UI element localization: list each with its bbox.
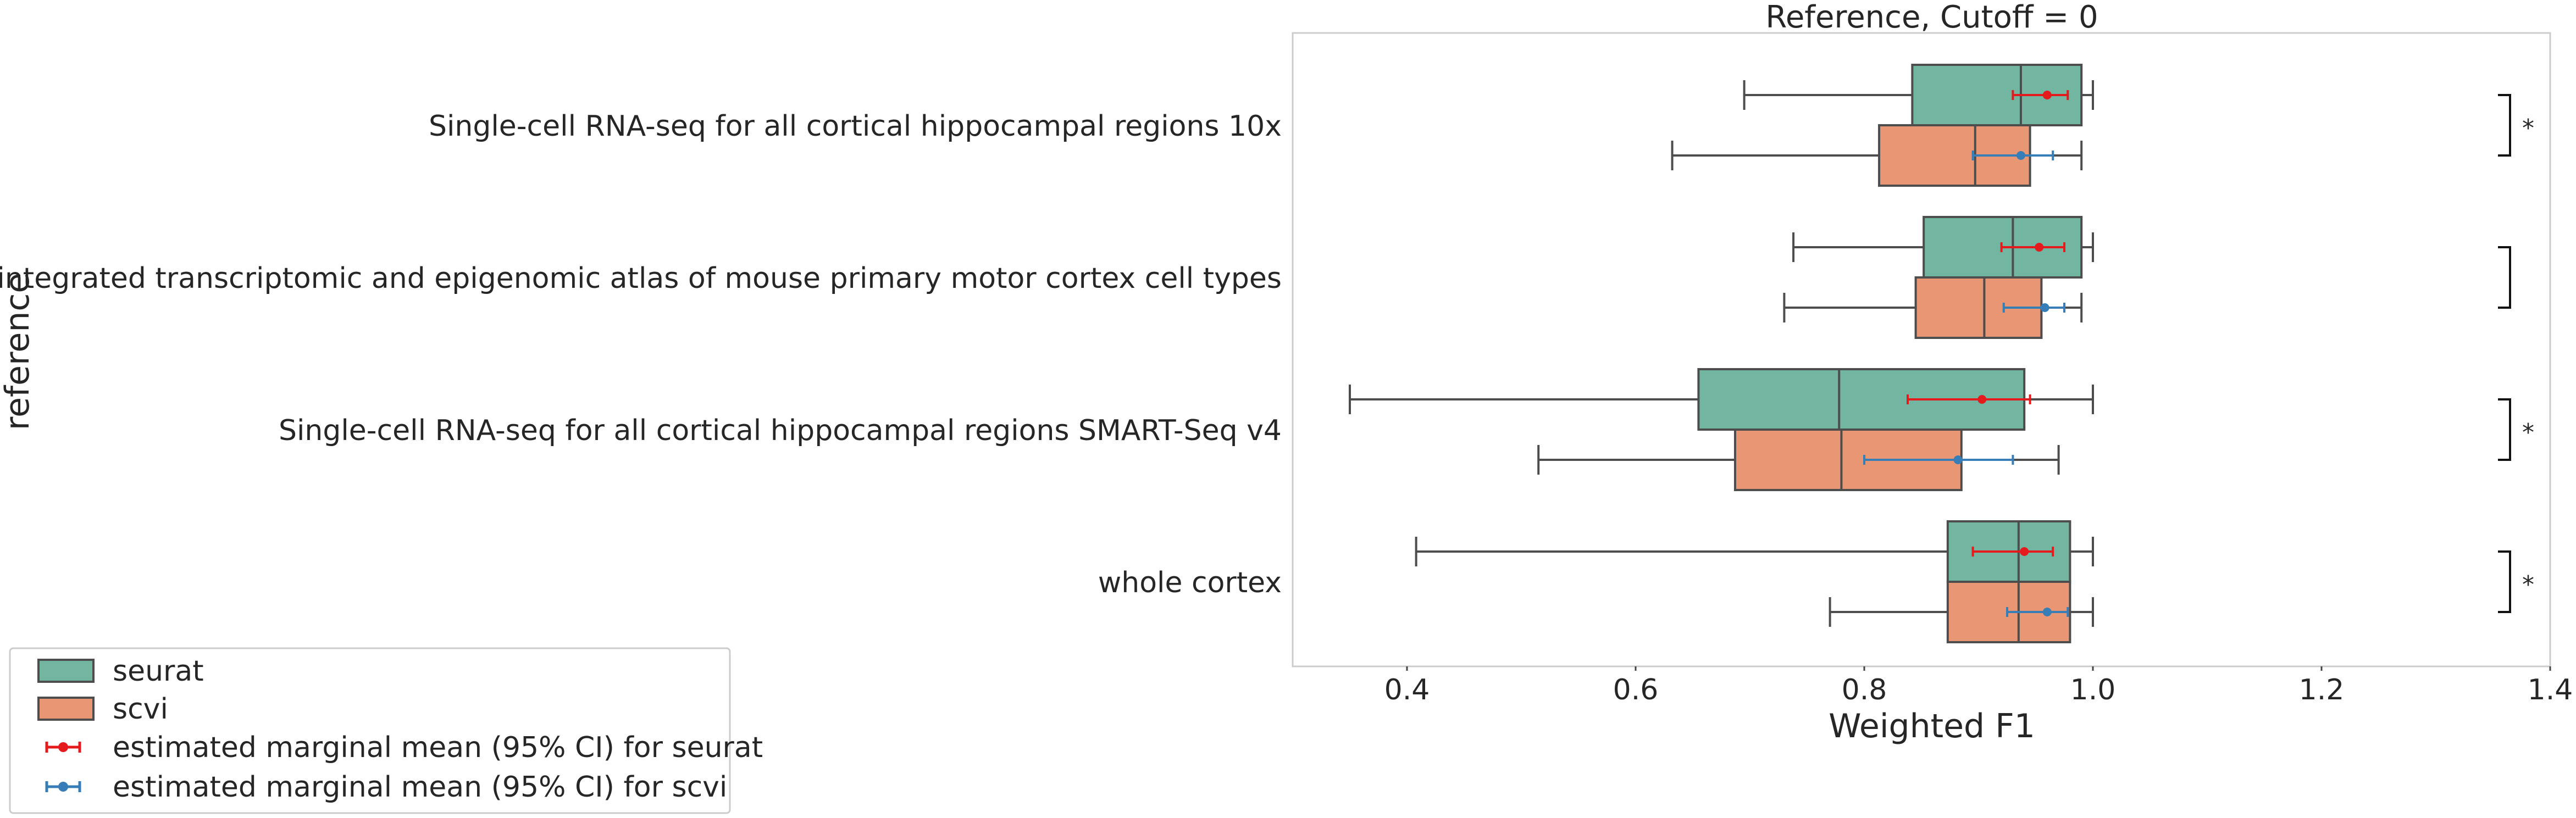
boxes xyxy=(1349,64,2094,643)
legend-label: scvi xyxy=(113,693,168,726)
legend-label: estimated marginal mean (95% CI) for scv… xyxy=(113,771,727,804)
legend-mean-marker xyxy=(58,782,68,792)
legend-frame xyxy=(9,647,731,814)
chart-title: Reference, Cutoff = 0 xyxy=(1765,0,2098,35)
legend: seurat scvi estimated marginal mean (95% C… xyxy=(9,647,763,814)
x-tick-label: 0.4 xyxy=(1384,674,1430,706)
x-tick-label: 0.8 xyxy=(1842,674,1887,706)
x-tick-label: 0.6 xyxy=(1613,674,1659,706)
x-axis-label: Weighted F1 xyxy=(1829,707,2035,745)
y-axis-label: reference xyxy=(0,273,37,431)
mean-point xyxy=(2020,547,2029,556)
significance-bracket xyxy=(2498,550,2511,613)
legend-label: estimated marginal mean (95% CI) for seu… xyxy=(113,731,763,764)
mean-point xyxy=(1953,455,1963,464)
x-axis-ticks: 0.4 0.6 0.8 1.0 1.2 1.4 xyxy=(1384,666,2573,706)
legend-swatch xyxy=(37,659,95,683)
significance-bracket xyxy=(2498,246,2511,309)
category-label: Single-cell RNA-seq for all cortical hip… xyxy=(429,110,1282,143)
mean-point xyxy=(2016,151,2025,160)
legend-label: seurat xyxy=(113,655,204,688)
x-tick-label: 1.0 xyxy=(2070,674,2116,706)
x-tick-label: 1.4 xyxy=(2528,674,2573,706)
significance-bracket xyxy=(2498,94,2511,157)
x-tick-label: 1.2 xyxy=(2299,674,2345,706)
category-label: Single-cell RNA-seq for all cortical hip… xyxy=(279,414,1282,447)
significance-bracket xyxy=(2498,398,2511,461)
significance-brackets: * * * xyxy=(2498,94,2534,613)
legend-mean-marker xyxy=(58,742,68,752)
marginal-means xyxy=(1863,90,2069,617)
mean-point xyxy=(2040,303,2049,312)
category-labels: Single-cell RNA-seq for all cortical hip… xyxy=(0,110,1282,599)
mean-point xyxy=(2035,243,2044,252)
plot-area-frame xyxy=(1292,32,2551,667)
significance-star: * xyxy=(2522,114,2534,142)
category-label: whole cortex xyxy=(1098,566,1282,599)
mean-point xyxy=(2042,91,2052,99)
significance-star: * xyxy=(2522,419,2534,447)
legend-swatch xyxy=(37,697,95,721)
mean-point xyxy=(1977,395,1987,404)
significance-star: * xyxy=(2522,571,2534,599)
mean-point xyxy=(2042,608,2052,616)
category-label: An integrated transcriptomic and epigeno… xyxy=(0,262,1282,295)
